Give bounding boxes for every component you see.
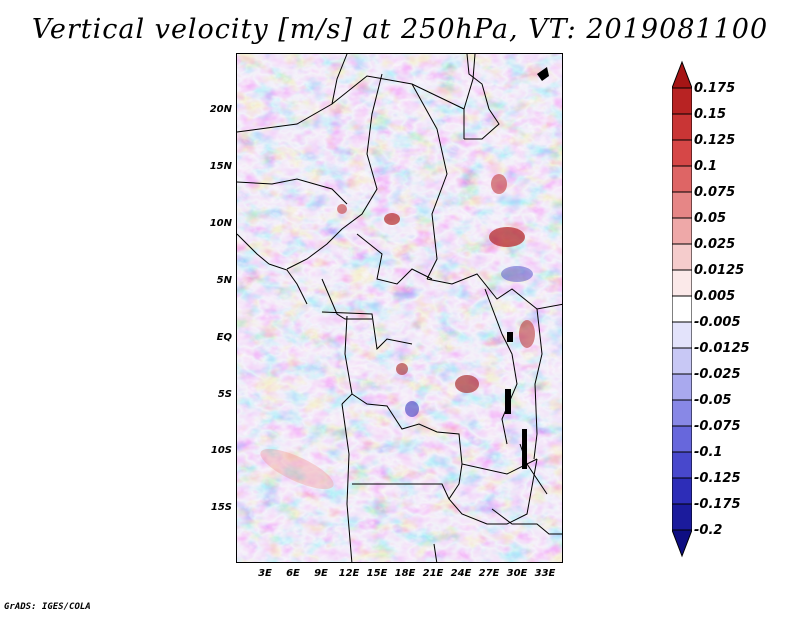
colorbar-swatch [672,503,692,531]
colorbar-label: 0.1 [694,159,718,174]
colorbar-label: 0.125 [694,133,736,148]
lat-label-5s: 5S [217,389,232,400]
lat-label-5n: 5N [216,275,232,286]
colorbar-swatch [672,269,692,297]
lon-label-33e: 33E [534,568,556,579]
lon-label-9e: 9E [314,568,328,579]
colorbar-swatch [672,399,692,427]
lon-label-6e: 6E [286,568,300,579]
lon-label-3e: 3E [258,568,272,579]
colorbar-label: -0.1 [694,445,723,460]
colorbar-swatch [672,347,692,375]
colorbar-label: 0.15 [694,107,727,122]
colorbar-swatch [672,191,692,219]
colorbar-label: -0.175 [694,497,741,512]
map-panel [236,53,563,563]
colorbar-swatch [672,451,692,479]
colorbar-swatch [672,321,692,349]
colorbar-swatch [672,87,692,115]
lon-label-27e: 27E [478,568,500,579]
colorbar-label: -0.075 [694,419,741,434]
colorbar-label: -0.2 [694,523,723,538]
colorbar-label: 0.175 [694,81,736,96]
lon-label-18e: 18E [394,568,416,579]
lat-label-20n: 20N [209,104,232,115]
colorbar-label: 0.025 [694,237,736,252]
colorbar-swatch [672,477,692,505]
lat-label-15n: 15N [209,161,232,172]
colorbar-swatch [672,165,692,193]
colorbar-swatch [672,113,692,141]
lon-label-15e: 15E [366,568,388,579]
colorbar-swatch [672,139,692,167]
lat-label-10n: 10N [209,218,232,229]
colorbar-label: -0.005 [694,315,741,330]
colorbar-swatch [672,373,692,401]
lat-label-eq: EQ [216,332,232,343]
lon-label-24e: 24E [450,568,472,579]
colorbar-swatch [672,295,692,323]
colorbar-top-arrow [672,60,692,89]
colorbar-label: 0.005 [694,289,736,304]
lon-label-30e: 30E [506,568,528,579]
lat-label-15s: 15S [210,502,232,513]
lon-label-12e: 12E [338,568,360,579]
colorbar-label: 0.0125 [694,263,745,278]
lon-label-21e: 21E [422,568,444,579]
colorbar-label: -0.0125 [694,341,750,356]
colorbar-label: 0.075 [694,185,736,200]
colorbar-bottom-arrow [672,529,692,558]
vertical-velocity-field [237,54,562,562]
colorbar-label: -0.025 [694,367,741,382]
colorbar-swatch [672,217,692,245]
colorbar-swatch [672,243,692,271]
grads-credit: GrADS: IGES/COLA [4,602,91,612]
colorbar-swatch [672,425,692,453]
lat-label-10s: 10S [210,445,232,456]
map-title: Vertical velocity [m/s] at 250hPa, VT: 2… [31,14,769,45]
colorbar-label: 0.05 [694,211,727,226]
colorbar-label: -0.05 [694,393,732,408]
colorbar-label: -0.125 [694,471,741,486]
colorbar [672,60,692,558]
